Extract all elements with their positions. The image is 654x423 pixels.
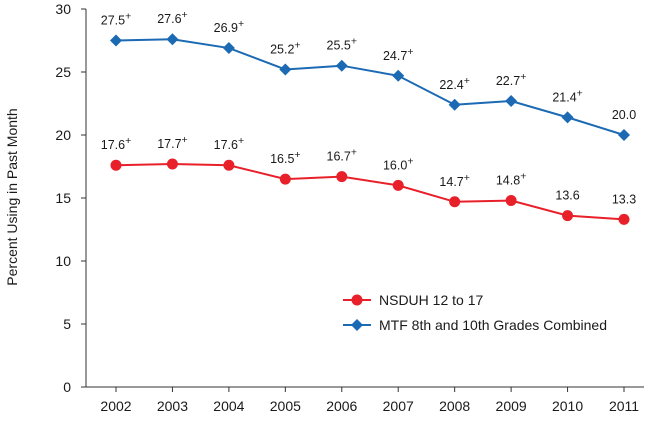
- data-point-circle: [279, 173, 291, 185]
- data-point-circle: [618, 213, 630, 225]
- x-tick-label: 2011: [609, 398, 639, 414]
- data-point-circle: [562, 210, 574, 222]
- series-line: [115, 38, 625, 136]
- legend-marker-diamond: [351, 319, 363, 331]
- y-tick-label: 15: [55, 190, 71, 206]
- data-point-diamond: [505, 94, 518, 107]
- significance-superscript: +: [182, 134, 188, 146]
- data-point-diamond: [279, 63, 292, 76]
- series-mtf-8th-10th-combined: [110, 33, 630, 141]
- significance-superscript: +: [125, 135, 131, 147]
- data-label: 13.3: [612, 192, 636, 206]
- data-label: 25.2+: [270, 39, 300, 56]
- legend-marker-circle: [351, 294, 363, 306]
- y-tick-label: 30: [55, 1, 71, 17]
- data-label: 17.7+: [157, 134, 187, 151]
- data-point-diamond: [222, 42, 235, 55]
- data-label: 17.6+: [101, 135, 131, 152]
- significance-superscript: +: [520, 71, 526, 83]
- data-point-diamond: [166, 33, 179, 46]
- y-tick-label: 5: [63, 316, 71, 332]
- series-nsduh-12-to-17: [110, 158, 630, 225]
- data-label: 22.7+: [496, 71, 526, 88]
- data-point-diamond: [561, 111, 574, 124]
- significance-superscript: +: [294, 149, 300, 161]
- series-line: [115, 162, 625, 221]
- significance-superscript: +: [407, 46, 413, 58]
- significance-superscript: +: [520, 171, 526, 183]
- y-tick-label: 25: [55, 64, 71, 80]
- data-label: 17.6+: [214, 135, 244, 152]
- data-label: 26.9+: [214, 18, 244, 35]
- y-tick-label: 20: [55, 127, 71, 143]
- data-label: 16.5+: [270, 149, 300, 166]
- data-label: 27.6+: [157, 9, 187, 26]
- x-tick-label: 2004: [213, 398, 244, 414]
- x-tick-label: 2003: [157, 398, 188, 414]
- data-label: 21.4+: [552, 87, 582, 104]
- data-point-circle: [449, 196, 461, 208]
- axes: 0 5 10 15 20 25 30 2002 2003 2004 2005 2006 2007 2008…: [55, 1, 644, 414]
- data-point-diamond: [448, 98, 461, 111]
- y-tick-label: 0: [63, 379, 71, 395]
- significance-superscript: +: [294, 39, 300, 51]
- data-label: 22.4+: [439, 75, 469, 92]
- data-point-circle: [110, 159, 122, 171]
- significance-superscript: +: [464, 75, 470, 87]
- legend-item-nsduh: NSDUH 12 to 17: [343, 292, 483, 308]
- significance-superscript: +: [464, 172, 470, 184]
- legend-label: NSDUH 12 to 17: [379, 292, 483, 308]
- significance-superscript: +: [182, 9, 188, 21]
- data-label: 16.7+: [327, 147, 357, 164]
- significance-superscript: +: [238, 135, 244, 147]
- data-label: 16.0+: [383, 155, 413, 172]
- data-point-diamond: [392, 69, 405, 82]
- significance-superscript: +: [407, 155, 413, 167]
- data-point-diamond: [110, 34, 122, 47]
- legend: NSDUH 12 to 17 MTF 8th and 10th Grades C…: [343, 292, 607, 333]
- x-tick-label: 2008: [439, 398, 470, 414]
- x-tick-label: 2002: [100, 398, 131, 414]
- data-labels: 17.6+ 17.7+ 17.6+ 16.5+ 16.7+ 16.0+ 14.7+ 14.8+…: [101, 9, 636, 206]
- data-label: 25.5+: [327, 36, 357, 53]
- legend-item-mtf: MTF 8th and 10th Grades Combined: [343, 317, 607, 333]
- data-point-diamond: [618, 129, 630, 141]
- x-tick-label: 2010: [552, 398, 583, 414]
- significance-superscript: +: [125, 11, 131, 23]
- data-label: 27.5+: [101, 11, 131, 28]
- x-tick-label: 2005: [270, 398, 301, 414]
- significance-superscript: +: [577, 87, 583, 99]
- data-point-circle: [336, 171, 348, 183]
- data-point-circle: [392, 179, 404, 191]
- data-label: 14.8+: [496, 171, 526, 188]
- data-point-circle: [223, 159, 235, 171]
- series-layer: [110, 33, 630, 225]
- significance-superscript: +: [351, 36, 357, 48]
- data-point-diamond: [335, 59, 348, 72]
- significance-superscript: +: [238, 18, 244, 30]
- data-label: 13.6: [555, 189, 579, 203]
- data-label: 14.7+: [439, 172, 469, 189]
- y-tick-label: 10: [55, 253, 71, 269]
- data-label: 20.0: [612, 108, 636, 122]
- data-label: 24.7+: [383, 46, 413, 63]
- y-axis-title: Percent Using in Past Month: [4, 108, 20, 285]
- x-tick-label: 2009: [496, 398, 527, 414]
- data-point-circle: [166, 158, 178, 170]
- x-tick-label: 2007: [383, 398, 414, 414]
- significance-superscript: +: [351, 147, 357, 159]
- data-point-circle: [505, 195, 517, 207]
- x-tick-label: 2006: [326, 398, 357, 414]
- legend-label: MTF 8th and 10th Grades Combined: [379, 317, 607, 333]
